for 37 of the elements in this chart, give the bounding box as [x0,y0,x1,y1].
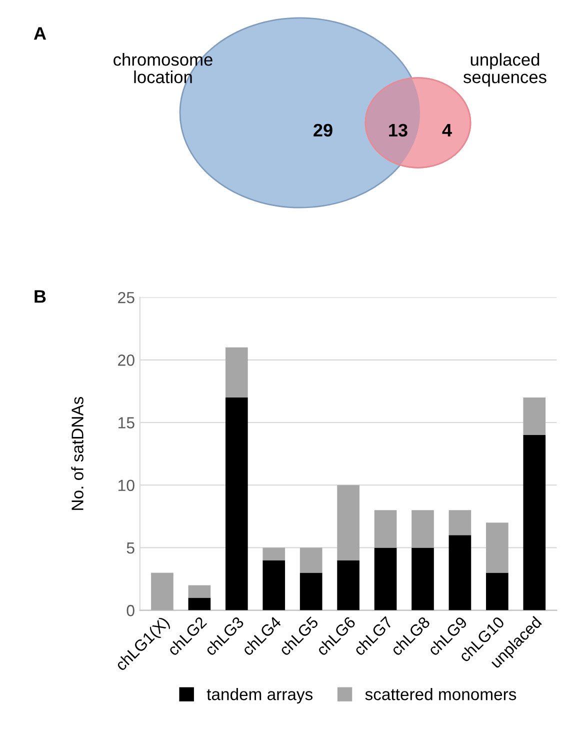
data-label: 13 [389,124,408,137]
bar [448,510,472,536]
bar [486,572,508,610]
bar [188,598,211,610]
bar [374,548,397,610]
y-tick-label: 10 [118,480,134,492]
bar [262,548,286,560]
bar [188,585,211,598]
bar [486,522,508,573]
data-label: 4 [442,124,452,136]
bar [523,435,546,610]
text: unplaced sequences [464,53,546,87]
y-tick-label: 15 [118,417,134,428]
y-tick-label: 5 [126,542,134,554]
legend-label: tandem arrays [206,688,313,704]
text: A [34,27,46,40]
legend-label: scattered monomers [365,688,516,700]
data-label: 29 [314,124,332,137]
text: chromosome location [114,53,212,84]
y-axis-title: No. of satDNAs [71,396,84,510]
bar [374,510,397,548]
bar [337,560,360,610]
bar [523,397,546,436]
bar [337,485,360,560]
bar [225,347,248,398]
bar [448,535,472,610]
bar [300,548,322,573]
bar [262,560,286,610]
y-tick-label: 0 [126,604,134,616]
bar [412,548,434,610]
y-tick-label: 25 [118,292,134,304]
chart-title: B [34,290,46,303]
bar [300,572,322,610]
bar [225,397,248,610]
bar [412,510,434,548]
bar [151,572,174,610]
y-tick-label: 20 [118,354,134,366]
